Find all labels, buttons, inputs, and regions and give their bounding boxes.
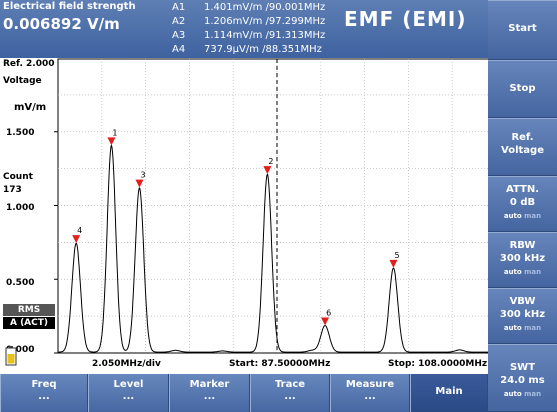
- attenuation-softkey[interactable]: ATTN. 0 dB auto man: [488, 176, 557, 232]
- ref-level-label: Ref. 2.000: [3, 59, 55, 69]
- menu-ellipsis: ...: [203, 391, 216, 402]
- auto-man-toggle: auto man: [503, 324, 542, 332]
- softkey-label: RBW: [509, 240, 536, 251]
- marker-readout-a3: A3 1.114mV/m /91.313MHz: [172, 30, 342, 43]
- marker-1-label: 1: [112, 128, 117, 137]
- auto-man-toggle: auto man: [503, 390, 542, 398]
- menu-label: Freq: [31, 379, 57, 390]
- trace-mode-badge: A (ACT): [3, 317, 55, 329]
- marker-3-label: 3: [140, 171, 145, 180]
- freq-menu-button[interactable]: Freq ...: [0, 374, 88, 412]
- marker-readout-a4: A4 737.9µV/m /88.351MHz: [172, 44, 342, 57]
- softkey-label: Ref.: [511, 132, 534, 143]
- marker-2-triangle: [263, 166, 272, 175]
- softkey-panel: Start Stop Ref. Voltage ATTN. 0 dB auto …: [488, 0, 557, 412]
- menu-label: Trace: [274, 379, 306, 390]
- sweep-time-softkey[interactable]: SWT 24.0 ms auto man: [488, 344, 557, 412]
- marker-name: A1: [172, 2, 186, 13]
- main-menu-button[interactable]: Main: [410, 374, 488, 412]
- softkey-label: Start: [508, 23, 537, 34]
- menu-ellipsis: ...: [122, 391, 135, 402]
- softkey-value: 0 dB: [509, 197, 536, 208]
- menu-label: Main: [435, 386, 463, 397]
- menu-ellipsis: ...: [284, 391, 296, 402]
- softkey-label-2: Voltage: [501, 145, 544, 156]
- auto-man-toggle: auto man: [503, 212, 542, 220]
- marker-5-label: 5: [394, 251, 399, 260]
- marker-4-label: 4: [77, 226, 82, 235]
- marker-value: 1.206mV/m /97.299MHz: [204, 16, 326, 27]
- ref-unit-label: Voltage: [3, 76, 42, 86]
- menu-ellipsis: ...: [364, 391, 376, 402]
- menu-ellipsis: ...: [38, 391, 50, 402]
- count-label: Count: [3, 172, 33, 182]
- marker-value: 737.9µV/m /88.351MHz: [204, 44, 322, 55]
- marker-3-triangle: [135, 179, 144, 188]
- softkey-label: ATTN.: [505, 184, 539, 195]
- marker-2-label: 2: [268, 157, 273, 166]
- y-tick-label: 1.500: [6, 128, 35, 138]
- vbw-softkey[interactable]: VBW 300 kHz auto man: [488, 288, 557, 344]
- spectrum-chart: 1 2 3 4 5 6: [54, 58, 496, 354]
- marker-6-label: 6: [326, 308, 331, 317]
- marker-readout-a2: A2 1.206mV/m /97.299MHz: [172, 16, 342, 29]
- y-tick-label: 0.000: [6, 345, 35, 355]
- marker-1-triangle: [107, 137, 116, 146]
- softkey-label: SWT: [509, 362, 536, 373]
- softkey-value: 24.0 ms: [500, 375, 545, 386]
- measure-menu-button[interactable]: Measure ...: [330, 374, 410, 412]
- rbw-softkey[interactable]: RBW 300 kHz auto man: [488, 232, 557, 288]
- marker-name: A3: [172, 30, 186, 41]
- spectrum-plot[interactable]: 1 2 3 4 5 6 Ref. 2.000 Voltage mV/m 1.500 1.0…: [0, 58, 496, 374]
- start-softkey[interactable]: Start: [488, 0, 557, 60]
- y-axis-unit: mV/m: [14, 102, 47, 113]
- x-start-label: Start: 87.50000MHz: [229, 359, 331, 369]
- measurement-header: Electrical field strength 0.006892 V/m A…: [0, 0, 488, 58]
- marker-readout-a1: A1 1.401mV/m /90.001MHz: [172, 2, 342, 15]
- battery-icon: [5, 346, 17, 366]
- softkey-label: Stop: [509, 83, 536, 94]
- level-menu-button[interactable]: Level ...: [88, 374, 169, 412]
- mode-title: EMF (EMI): [344, 7, 467, 31]
- y-tick-label: 1.000: [6, 203, 35, 213]
- spectrum-trace: [58, 144, 496, 353]
- marker-name: A4: [172, 44, 186, 55]
- menu-label: Marker: [189, 379, 230, 390]
- y-tick-label: 0.500: [6, 278, 35, 288]
- softkey-label: VBW: [509, 296, 536, 307]
- x-stop-label: Stop: 108.0000MHz: [388, 359, 488, 369]
- measurement-label: Electrical field strength: [3, 1, 136, 12]
- ref-voltage-softkey[interactable]: Ref. Voltage: [488, 118, 557, 176]
- count-value: 173: [3, 185, 22, 195]
- auto-man-toggle: auto man: [503, 268, 542, 276]
- marker-value: 1.401mV/m /90.001MHz: [204, 2, 326, 13]
- marker-name: A2: [172, 16, 186, 27]
- marker-5-triangle: [389, 259, 398, 268]
- detector-badge: RMS: [3, 304, 55, 316]
- menu-label: Level: [113, 379, 144, 390]
- stop-softkey[interactable]: Stop: [488, 60, 557, 118]
- x-div-label: 2.050MHz/div: [92, 359, 161, 369]
- trace-menu-button[interactable]: Trace ...: [250, 374, 330, 412]
- marker-menu-button[interactable]: Marker ...: [169, 374, 250, 412]
- marker-6-triangle: [321, 317, 330, 326]
- softkey-value: 300 kHz: [499, 253, 546, 264]
- marker-value: 1.114mV/m /91.313MHz: [204, 30, 326, 41]
- bottom-menu-bar: Freq ... Level ... Marker ... Trace ... …: [0, 374, 488, 412]
- marker-4-triangle: [72, 235, 81, 244]
- measurement-value: 0.006892 V/m: [3, 15, 120, 33]
- menu-label: Measure: [345, 379, 395, 390]
- softkey-value: 300 kHz: [499, 309, 546, 320]
